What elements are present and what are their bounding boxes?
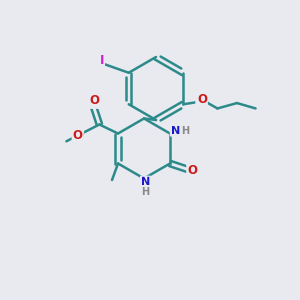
Text: O: O <box>188 164 198 177</box>
Text: N: N <box>171 125 180 136</box>
Text: H: H <box>141 187 150 197</box>
Text: N: N <box>141 176 150 187</box>
Text: O: O <box>196 94 206 106</box>
Text: N: N <box>141 177 150 187</box>
Text: I: I <box>100 54 104 67</box>
Text: N: N <box>171 125 180 136</box>
Text: H: H <box>141 186 150 196</box>
Text: I: I <box>100 55 104 68</box>
Text: O: O <box>187 164 197 178</box>
Text: O: O <box>73 129 82 142</box>
Text: O: O <box>89 95 99 108</box>
Text: O: O <box>197 93 207 106</box>
Text: H: H <box>180 125 188 136</box>
Text: O: O <box>89 94 99 107</box>
Text: H: H <box>181 125 189 136</box>
Text: O: O <box>73 129 83 142</box>
